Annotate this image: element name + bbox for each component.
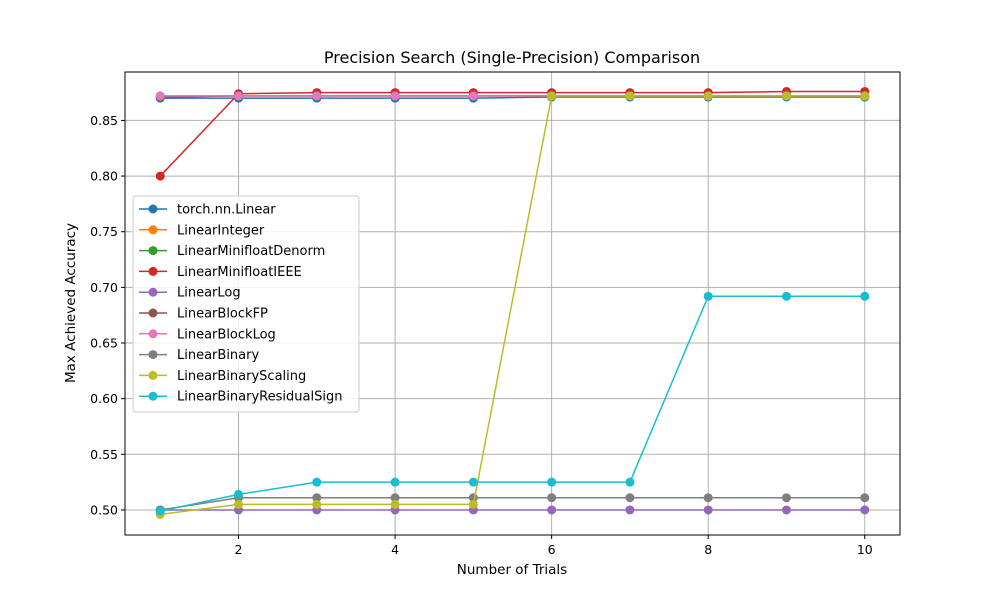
- legend-label: LinearBinary: [177, 348, 259, 363]
- data-point: [312, 477, 322, 487]
- data-point: [312, 499, 322, 509]
- data-point: [390, 493, 400, 503]
- y-tick-label: 0.65: [90, 336, 118, 351]
- legend-marker: [148, 225, 158, 235]
- data-point: [781, 291, 791, 301]
- data-point: [390, 91, 400, 101]
- legend-marker: [148, 329, 158, 339]
- data-point: [155, 91, 165, 101]
- data-point: [781, 91, 791, 101]
- tick-layer: 2 4 6 8 10 0.50 0.55 0.60 0.65 0.70 0.75 0.80 0.85: [90, 113, 873, 557]
- legend-marker: [148, 204, 158, 214]
- data-point: [468, 91, 478, 101]
- data-point: [547, 477, 557, 487]
- data-point: [625, 477, 635, 487]
- data-point: [860, 505, 870, 515]
- series-line: [159, 90, 865, 177]
- x-tick-label: 10: [857, 542, 873, 557]
- data-point: [468, 499, 478, 509]
- legend-marker: [148, 308, 158, 318]
- y-tick-label: 0.55: [90, 447, 118, 462]
- data-point: [390, 499, 400, 509]
- data-point: [703, 505, 713, 515]
- data-point: [703, 493, 713, 503]
- data-point: [312, 91, 322, 101]
- legend-marker: [148, 246, 158, 256]
- data-point: [547, 505, 557, 515]
- series-line: [160, 496, 865, 511]
- legend-label: LinearBinaryResidualSign: [177, 390, 342, 405]
- y-tick-label: 0.60: [90, 391, 118, 406]
- data-point: [860, 493, 870, 503]
- legend-marker: [148, 391, 158, 401]
- x-axis-label: Number of Trials: [457, 562, 567, 578]
- y-axis-label: Max Achieved Accuracy: [63, 223, 79, 383]
- x-tick-label: 8: [704, 542, 712, 557]
- legend-label: LinearLog: [177, 286, 241, 301]
- data-point: [312, 493, 322, 503]
- x-tick-label: 6: [548, 542, 556, 557]
- series-line: [160, 95, 865, 516]
- y-tick-label: 0.50: [90, 502, 118, 517]
- data-point: [703, 291, 713, 301]
- data-point: [547, 493, 557, 503]
- legend-label: LinearBlockFP: [177, 307, 268, 322]
- chart-title: Precision Search (Single-Precision) Comp…: [324, 48, 700, 67]
- data-point: [625, 493, 635, 503]
- legend-label: LinearMinifloatDenorm: [177, 244, 325, 259]
- legend-label: LinearBlockLog: [177, 327, 276, 342]
- y-tick-label: 0.80: [90, 169, 118, 184]
- data-point: [547, 91, 557, 101]
- data-point: [234, 499, 244, 509]
- series-line: [160, 295, 865, 512]
- y-tick-label: 0.75: [90, 224, 118, 239]
- legend-marker: [148, 266, 158, 276]
- legend-label: LinearMinifloatIEEE: [177, 265, 302, 280]
- data-point: [155, 506, 165, 516]
- legend-marker: [148, 350, 158, 360]
- y-tick-label: 0.85: [90, 113, 118, 128]
- legend-marker: [148, 370, 158, 380]
- x-tick-label: 2: [235, 542, 243, 557]
- series-line: [160, 96, 865, 99]
- data-point: [781, 493, 791, 503]
- legend-label: LinearInteger: [177, 223, 265, 238]
- data-point: [390, 477, 400, 487]
- data-point: [860, 91, 870, 101]
- series-linearbinaryscaling: [155, 91, 870, 519]
- legend-label: LinearBinaryScaling: [177, 369, 306, 384]
- data-point: [625, 505, 635, 515]
- legend: torch.nn.Linear LinearInteger LinearMinifl…: [132, 195, 360, 413]
- legend-label: torch.nn.Linear: [177, 203, 276, 218]
- data-point: [234, 91, 244, 101]
- series-linearbinaryresidualsign: [155, 291, 870, 516]
- data-point: [703, 91, 713, 101]
- y-tick-label: 0.70: [90, 280, 118, 295]
- data-point: [234, 489, 244, 499]
- data-point: [860, 291, 870, 301]
- data-point: [155, 171, 165, 181]
- data-point: [468, 477, 478, 487]
- data-point: [625, 91, 635, 101]
- series-layer: [155, 86, 870, 519]
- legend-marker: [148, 287, 158, 297]
- data-point: [781, 505, 791, 515]
- x-tick-label: 4: [391, 542, 399, 557]
- plot-frame: [124, 71, 901, 536]
- legend-box: [132, 195, 360, 413]
